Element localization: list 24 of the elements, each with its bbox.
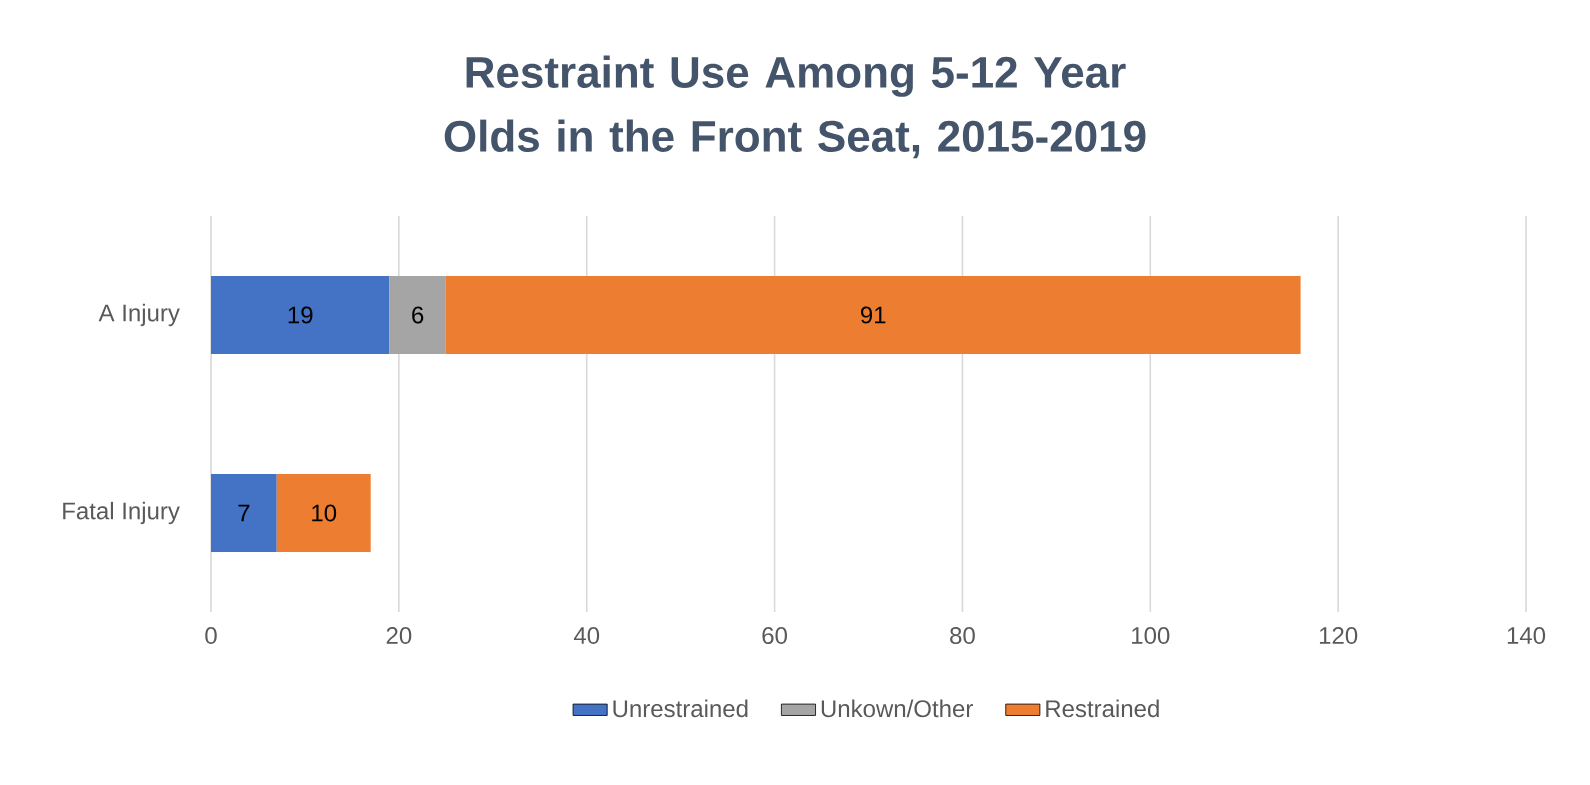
x-tick-label: 140 (1507, 627, 1546, 645)
x-tick-label: 60 (762, 627, 787, 645)
bar (445, 275, 1301, 354)
data-label: 19 (288, 306, 313, 324)
data-label: 6 (412, 306, 424, 324)
legend-label: Restrained (1046, 699, 1159, 718)
x-tick-label: 20 (386, 627, 412, 645)
bar (211, 275, 390, 354)
y-tick-label: Fatal Injury (63, 501, 180, 525)
bar (276, 473, 371, 552)
legend-label: Unkown/Other (821, 699, 973, 718)
x-tick-label: 120 (1319, 627, 1358, 645)
chart-title: Restraint Use Among 5-12 Year Olds in the Front Seat, 2015-2019 (444, 55, 1146, 159)
legend-label: Unrestrained (613, 699, 748, 718)
y-tick-label: A Injury (98, 303, 180, 327)
data-label: 7 (238, 504, 250, 522)
bar (389, 275, 446, 354)
x-tick-label: 100 (1132, 627, 1170, 645)
x-tick-label: 40 (573, 627, 600, 645)
x-tick-label: 80 (950, 627, 975, 645)
data-label: 91 (860, 306, 886, 324)
data-label: 10 (312, 504, 337, 522)
bar (211, 473, 277, 552)
x-tick-label: 0 (205, 627, 217, 645)
